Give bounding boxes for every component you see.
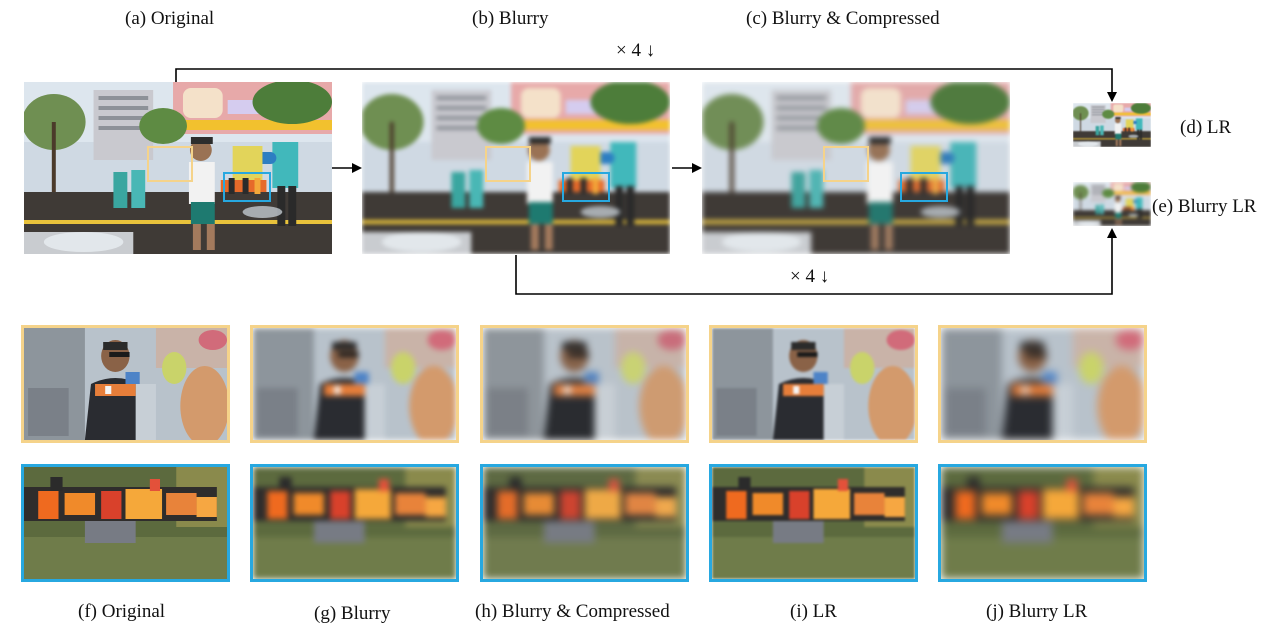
crop-blue-blurry [250, 464, 459, 582]
crop-yellow-original [21, 325, 230, 443]
crop-yellow-blurry-lr [938, 325, 1147, 443]
roi-box-yellow-original [147, 146, 193, 182]
label-original-bottom: (f) Original [78, 601, 166, 622]
image-lr [1073, 103, 1151, 147]
roi-box-blue-blurry [562, 172, 610, 202]
crop-blue-lr [709, 464, 918, 582]
label-blurry-top: (b) Blurry [472, 8, 549, 29]
label-lr-top: (d) LR [1180, 117, 1232, 138]
crop-blue-original [21, 464, 230, 582]
roi-box-blue-original [223, 172, 271, 202]
label-blurry-compressed-bottom: (h) Blurry & Compressed [475, 601, 670, 622]
label-original-top: (a) Original [125, 8, 215, 29]
crop-blue-blurry-compressed [480, 464, 689, 582]
label-lr-bottom: (i) LR [790, 601, 837, 622]
label-blurry-lr-bottom: (j) Blurry LR [986, 601, 1088, 622]
crop-blue-blurry-lr [938, 464, 1147, 582]
crop-yellow-blurry-compressed [480, 325, 689, 443]
scale-label-top: × 4 ↓ [616, 40, 656, 61]
label-blurry-compressed-top: (c) Blurry & Compressed [746, 8, 940, 29]
roi-box-yellow-blurry [485, 146, 531, 182]
scale-label-bottom: × 4 ↓ [790, 266, 830, 287]
roi-box-yellow-compressed [823, 146, 869, 182]
label-blurry-lr-top: (e) Blurry LR [1152, 196, 1257, 217]
crop-yellow-lr [709, 325, 918, 443]
label-blurry-bottom: (g) Blurry [314, 603, 391, 624]
image-blurry-lr [1073, 182, 1151, 226]
crop-yellow-blurry [250, 325, 459, 443]
roi-box-blue-compressed [900, 172, 948, 202]
